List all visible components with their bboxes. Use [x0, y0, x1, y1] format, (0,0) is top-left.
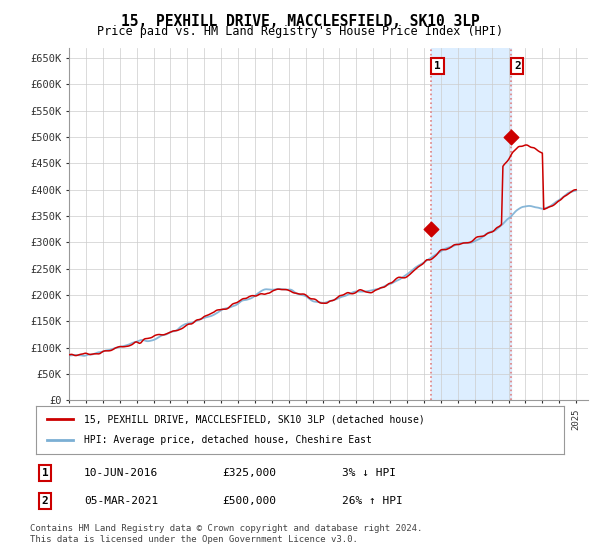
Point [506, 133, 516, 142]
Text: £500,000: £500,000 [222, 496, 276, 506]
Text: This data is licensed under the Open Government Licence v3.0.: This data is licensed under the Open Gov… [30, 535, 358, 544]
Text: 1: 1 [41, 468, 49, 478]
Text: 15, PEXHILL DRIVE, MACCLESFIELD, SK10 3LP: 15, PEXHILL DRIVE, MACCLESFIELD, SK10 3L… [121, 14, 479, 29]
Text: 3% ↓ HPI: 3% ↓ HPI [342, 468, 396, 478]
Text: Contains HM Land Registry data © Crown copyright and database right 2024.: Contains HM Land Registry data © Crown c… [30, 524, 422, 533]
Text: 1: 1 [434, 61, 441, 71]
Text: 15, PEXHILL DRIVE, MACCLESFIELD, SK10 3LP (detached house): 15, PEXHILL DRIVE, MACCLESFIELD, SK10 3L… [83, 414, 424, 424]
Text: 2: 2 [514, 61, 521, 71]
Text: HPI: Average price, detached house, Cheshire East: HPI: Average price, detached house, Ches… [83, 435, 371, 445]
Text: 10-JUN-2016: 10-JUN-2016 [84, 468, 158, 478]
Text: 26% ↑ HPI: 26% ↑ HPI [342, 496, 403, 506]
Text: Price paid vs. HM Land Registry's House Price Index (HPI): Price paid vs. HM Land Registry's House … [97, 25, 503, 38]
Bar [431, 48, 511, 400]
Text: 05-MAR-2021: 05-MAR-2021 [84, 496, 158, 506]
Text: £325,000: £325,000 [222, 468, 276, 478]
Text: 2: 2 [41, 496, 49, 506]
Point [427, 225, 436, 234]
